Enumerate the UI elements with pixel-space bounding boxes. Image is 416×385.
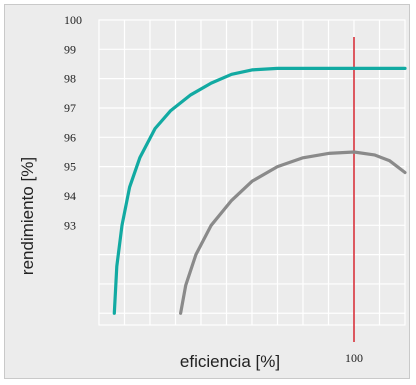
x-tick-label: 100 xyxy=(345,351,363,365)
series-line-1 xyxy=(112,66,407,315)
series-line-2 xyxy=(179,150,407,315)
y-tick-label: 100 xyxy=(64,13,82,27)
chart-frame xyxy=(4,4,410,379)
y-tick-label: 93 xyxy=(64,218,76,232)
x-axis-title: eficiencia [%] xyxy=(180,352,280,371)
y-tick-label: 98 xyxy=(64,72,76,86)
y-tick-label: 95 xyxy=(64,160,76,174)
y-axis-title: rendimiento [%] xyxy=(18,157,37,275)
y-tick-label: 94 xyxy=(64,189,76,203)
chart-grid xyxy=(98,19,406,326)
y-tick-label: 99 xyxy=(64,42,76,56)
x-tick-labels: 100 xyxy=(345,351,363,365)
series-lines xyxy=(112,66,407,315)
y-tick-label: 96 xyxy=(64,130,76,144)
y-tick-labels: 100 99 98 97 96 95 94 93 xyxy=(64,13,82,232)
y-tick-label: 97 xyxy=(64,101,76,115)
